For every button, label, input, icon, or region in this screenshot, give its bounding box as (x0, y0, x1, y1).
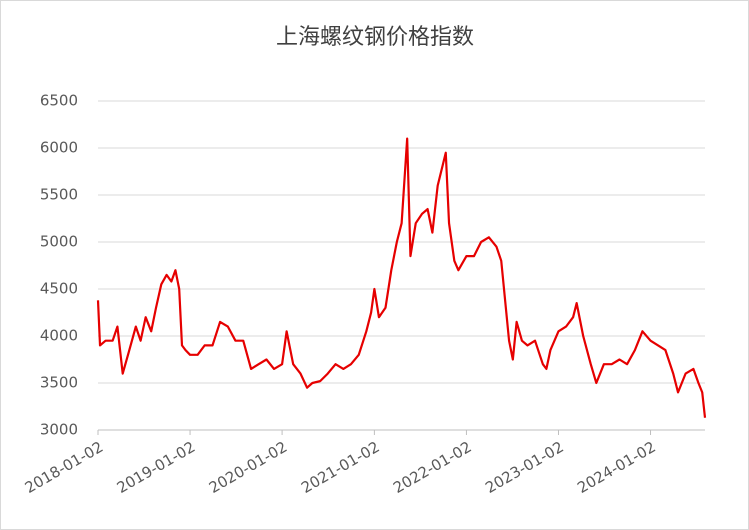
data-line (96, 137, 707, 418)
y-tick-label: 5000 (40, 233, 78, 251)
chart-title: 上海螺纹钢价格指数 (276, 25, 474, 50)
y-tick-label: 3000 (40, 421, 78, 439)
y-tick-label: 5500 (40, 186, 78, 204)
y-tick-label: 4000 (40, 327, 78, 345)
y-tick-label: 6500 (40, 92, 78, 110)
y-tick-label: 3500 (40, 374, 78, 392)
y-tick-label: 4500 (40, 280, 78, 298)
y-tick-label: 6000 (40, 139, 78, 157)
